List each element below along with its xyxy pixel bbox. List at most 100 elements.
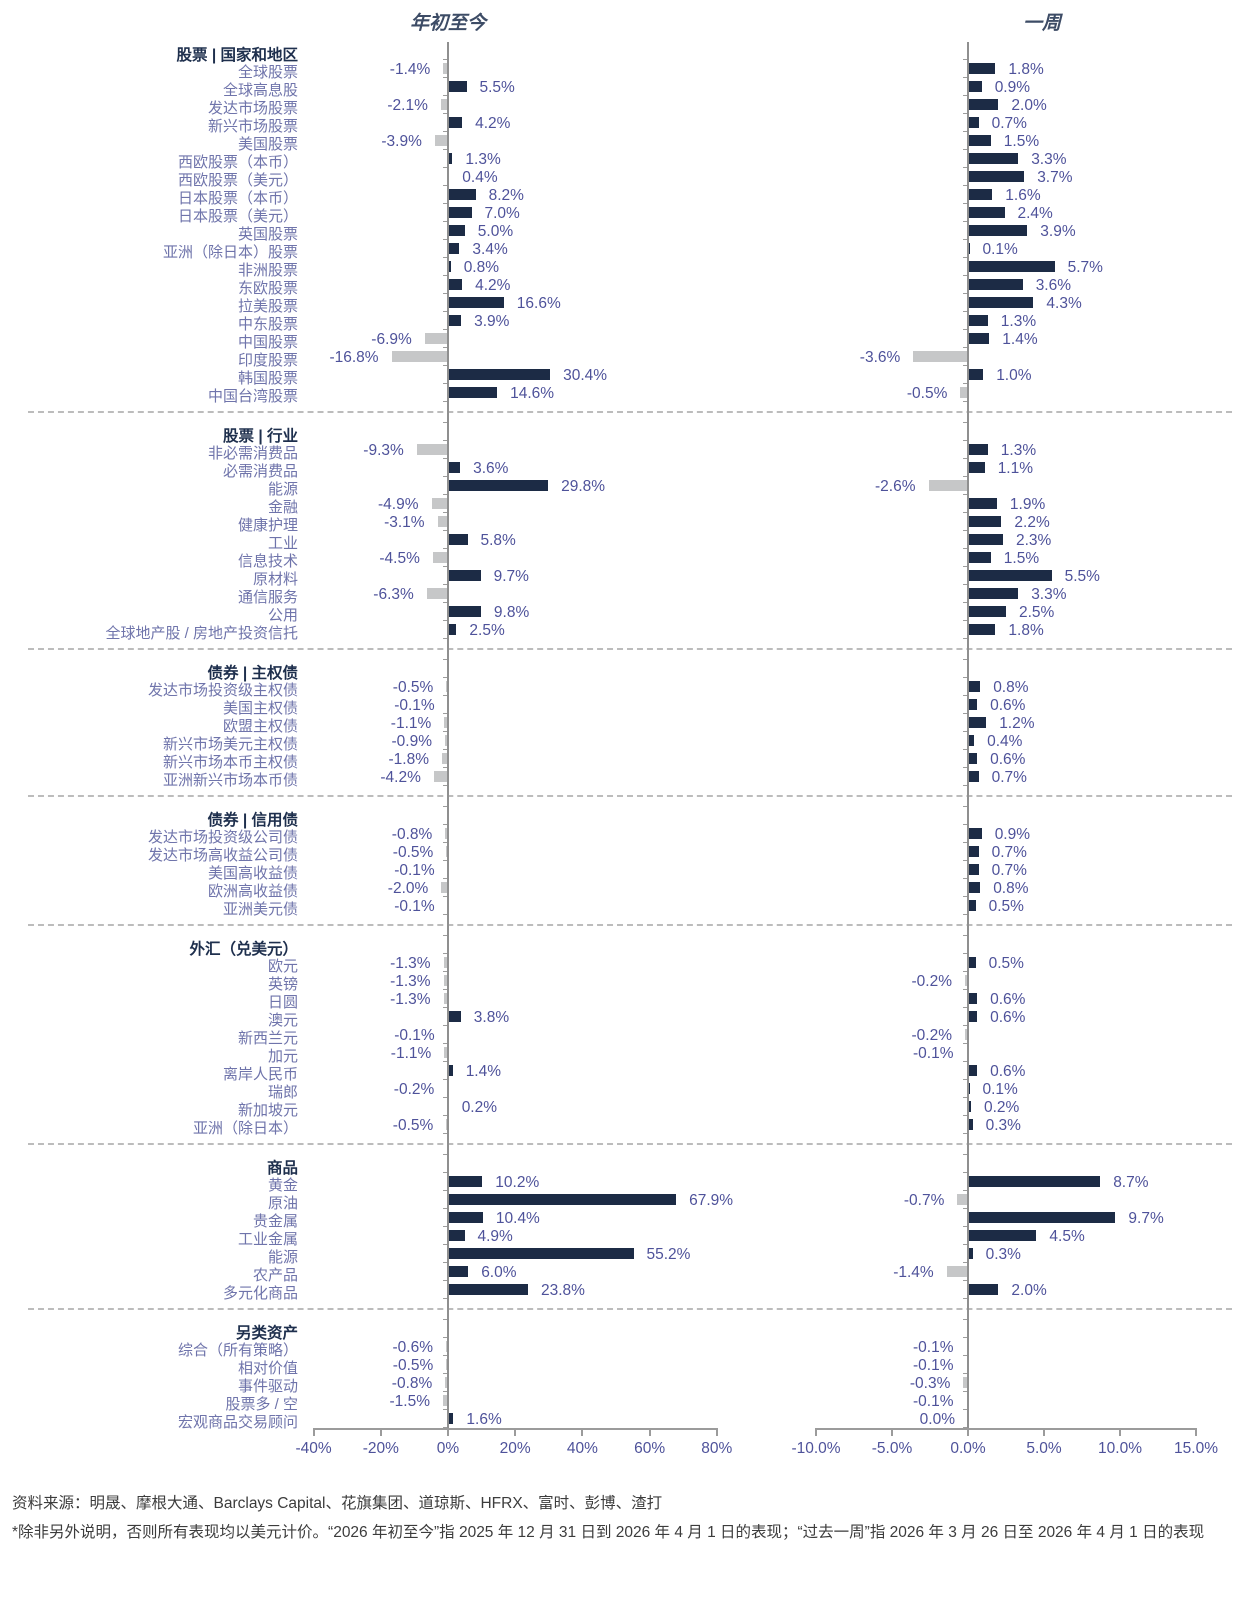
week-value: 0.5% [988, 898, 1024, 915]
ytd-axis-tick [443, 749, 448, 750]
asset-row: 中国股票 -6.9% 1.4% [0, 330, 1260, 351]
asset-label: 美国高收益债 [207, 865, 298, 882]
week-axis-tick [963, 77, 968, 78]
ytd-axis-tick [443, 131, 448, 132]
week-value: 0.7% [991, 844, 1027, 861]
asset-row: 亚洲（除日本）股票 3.4% 0.1% [0, 240, 1260, 261]
ytd-axis-tick [443, 878, 448, 879]
ytd-axis-tick [443, 584, 448, 585]
ytd-axis-tick [443, 1409, 448, 1410]
asset-label: 亚洲（除日本） [192, 1120, 298, 1137]
week-axis-tick [963, 1133, 968, 1134]
ytd-axis-tick [443, 221, 448, 222]
ytd-value: 67.9% [689, 1192, 734, 1209]
ytd-axis-tick [443, 767, 448, 768]
asset-row: 日本股票（本币） 8.2% 1.6% [0, 186, 1260, 207]
week-bar [968, 81, 982, 92]
asset-row: 工业金属 4.9% 4.5% [0, 1227, 1260, 1248]
dashed-divider [28, 411, 1232, 413]
axis-tick-label: 80% [701, 1440, 733, 1457]
asset-label: 原材料 [252, 571, 298, 588]
ytd-value: 0.4% [462, 169, 498, 186]
week-axis-tick [963, 1190, 968, 1191]
week-value: 2.3% [1016, 532, 1052, 549]
week-value: -3.6% [859, 349, 901, 366]
asset-label: 西欧股票（本币） [177, 154, 298, 171]
asset-row: 亚洲新兴市场本币债 -4.2% 0.7% [0, 768, 1260, 789]
section-separator [0, 639, 1260, 660]
ytd-value: 55.2% [646, 1246, 691, 1263]
ytd-bar [448, 387, 498, 398]
asset-row: 发达市场股票 -2.1% 2.0% [0, 96, 1260, 117]
week-axis-tick [963, 731, 968, 732]
ytd-axis-tick [443, 1373, 448, 1374]
ytd-value: -6.9% [371, 331, 412, 348]
week-axis-tick [963, 935, 968, 936]
week-axis-tick [963, 1244, 968, 1245]
asset-row: 美国股票 -3.9% 1.5% [0, 132, 1260, 153]
ytd-axis-tick [443, 1319, 448, 1320]
ytd-value: -0.5% [392, 1357, 434, 1374]
week-bar [968, 681, 981, 692]
ytd-value: -1.3% [390, 991, 431, 1008]
week-axis-tick [963, 602, 968, 603]
ytd-axis-tick [443, 896, 448, 897]
week-bar [968, 900, 976, 911]
asset-row: 非必需消费品 -9.3% 1.3% [0, 441, 1260, 462]
week-axis-tick [963, 1280, 968, 1281]
week-value: 1.3% [1000, 442, 1037, 459]
week-axis-tick [963, 914, 968, 915]
asset-row: 发达市场投资级公司债 -0.8% 0.9% [0, 825, 1260, 846]
dashed-divider [28, 924, 1232, 926]
ytd-axis-tick [443, 257, 448, 258]
asset-label: 新兴市场股票 [207, 118, 298, 135]
ytd-axis-tick [443, 422, 448, 423]
week-value: 0.4% [987, 733, 1023, 750]
ytd-axis-tick [443, 914, 448, 915]
week-axis-tick [963, 347, 968, 348]
section-separator [0, 786, 1260, 807]
footer: 资料来源：明晟、摩根大通、Barclays Capital、花旗集团、道琼斯、H… [12, 1492, 1250, 1551]
week-value: 1.6% [1005, 187, 1041, 204]
asset-label: 英国股票 [237, 226, 298, 243]
week-bar [968, 444, 988, 455]
asset-label: 全球地产股 / 房地产投资信托 [105, 625, 298, 642]
x-axis-tick [379, 1428, 382, 1436]
ytd-axis-tick [443, 1226, 448, 1227]
ytd-bar [448, 189, 476, 200]
week-bar [968, 828, 982, 839]
x-axis-tick [1043, 1428, 1045, 1436]
ytd-axis-tick [443, 203, 448, 204]
week-value: 4.3% [1046, 295, 1082, 312]
week-bar [968, 1011, 978, 1022]
week-value: -0.5% [906, 385, 948, 402]
ytd-value: 6.0% [481, 1264, 517, 1281]
asset-label: 公用 [267, 607, 298, 624]
ytd-value: -1.1% [390, 1045, 432, 1062]
week-value: -0.1% [913, 1393, 954, 1410]
ytd-axis-tick [443, 1154, 448, 1155]
ytd-axis-tick [443, 713, 448, 714]
asset-label: 日本股票（本币） [177, 190, 298, 207]
ytd-bar [448, 261, 451, 272]
asset-label: 股票多 / 空 [225, 1396, 298, 1413]
ytd-axis-tick [443, 167, 448, 168]
week-value: 3.3% [1031, 151, 1067, 168]
ytd-value: 3.8% [473, 1009, 510, 1026]
ytd-bar [448, 1266, 469, 1277]
week-axis-tick [963, 95, 968, 96]
ytd-value: -0.5% [392, 1117, 434, 1134]
week-axis-tick [963, 1061, 968, 1062]
week-bar [968, 117, 979, 128]
ytd-bar [448, 225, 465, 236]
x-axis-tick [1119, 1428, 1121, 1436]
section-header-row: 股票 | 行业 [0, 423, 1260, 445]
week-axis-tick [963, 953, 968, 954]
ytd-axis-tick [443, 494, 448, 495]
asset-row: 亚洲美元债 -0.1% 0.5% [0, 897, 1260, 918]
asset-label: 美国主权债 [222, 700, 298, 717]
asset-label: 贵金属 [252, 1213, 298, 1230]
dashed-divider [28, 648, 1232, 650]
week-axis-tick [963, 1355, 968, 1356]
ytd-value: -6.3% [373, 586, 414, 603]
